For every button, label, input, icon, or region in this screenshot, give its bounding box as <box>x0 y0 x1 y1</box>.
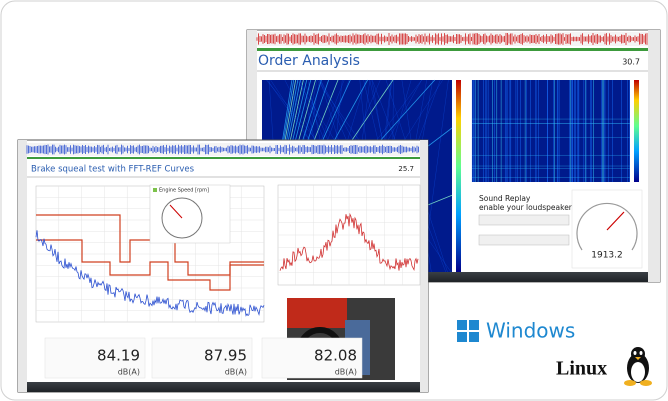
legend-swatch <box>153 188 157 192</box>
readout-value: 87.95 <box>204 347 247 365</box>
colorbar <box>634 80 639 182</box>
spectrogram <box>472 80 630 182</box>
window-title: Brake squeal test with FFT-REF Curves <box>31 165 195 175</box>
linux-text: Linux <box>556 358 607 380</box>
readout-value: 84.19 <box>97 347 140 365</box>
sidebar <box>420 140 428 392</box>
slider[interactable] <box>479 215 569 225</box>
sidebar <box>18 140 27 392</box>
readout-unit: dB(A) <box>225 368 247 377</box>
readouts: 84.19 dB(A) 87.95 dB(A) 82.08 dB(A) <box>45 338 362 378</box>
slider[interactable] <box>479 235 569 245</box>
video-detail <box>287 298 347 328</box>
progress <box>257 48 648 51</box>
readout-value: 82.08 <box>314 347 357 365</box>
promo: Order Analysis 30.7 Sound Replay enable … <box>0 0 668 401</box>
value: 25.7 <box>398 165 414 173</box>
window-title: Order Analysis <box>258 53 360 69</box>
readout-unit: dB(A) <box>335 368 357 377</box>
toolbar <box>27 382 420 392</box>
progress <box>27 157 420 159</box>
gauge-value: 1913.2 <box>591 251 623 261</box>
sidebar <box>648 30 660 282</box>
colorbar <box>456 80 461 272</box>
front-window: Brake squeal test with FFT-REF Curves 25… <box>18 140 428 392</box>
windows-text: Windows <box>486 319 575 343</box>
readout-unit: dB(A) <box>118 368 140 377</box>
toolbar <box>428 272 648 282</box>
panel-subtitle: enable your loudspeaker <box>479 203 573 212</box>
panel-title: Sound Replay <box>479 194 531 203</box>
gauge-label: Engine Speed [rpm] <box>159 188 209 194</box>
value: 30.7 <box>622 58 640 67</box>
